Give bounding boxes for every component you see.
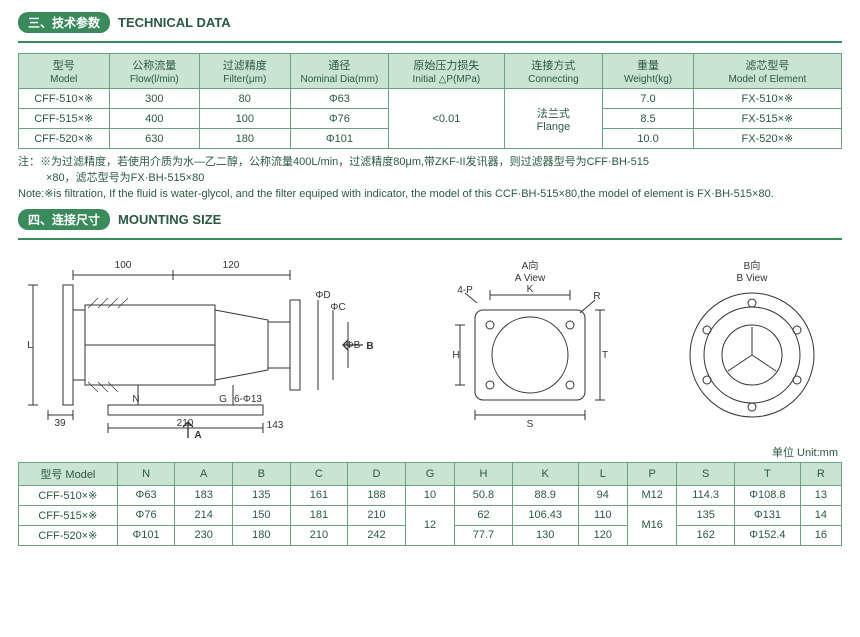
svg-text:39: 39 bbox=[54, 418, 66, 429]
note-block: 注：※为过滤精度，若使用介质为水—乙二醇，公称流量400L/min，过滤精度80… bbox=[18, 155, 842, 203]
col-filter: 过滤精度Filter(μm) bbox=[200, 54, 291, 89]
svg-text:T: T bbox=[602, 350, 608, 361]
col-dia: 通径Nominal Dia(mm) bbox=[290, 54, 389, 89]
diagram-row: 100 120 39 210 N G 6-Φ13 L 143 ΦB ΦC ΦD … bbox=[18, 250, 842, 440]
mounting-size-table: 型号 Model N A B C D G H K L P S T R CFF-5… bbox=[18, 462, 842, 546]
note-en: Note:※is filtration, If the fluid is wat… bbox=[18, 187, 842, 203]
unit-label: 单位 Unit:mm bbox=[22, 444, 838, 460]
svg-text:A View: A View bbox=[515, 273, 546, 284]
press-cell: <0.01 bbox=[389, 89, 504, 149]
svg-text:K: K bbox=[527, 284, 534, 295]
svg-text:B View: B View bbox=[737, 273, 769, 284]
table-row: CFF-510×※Φ631831351611881050.888.994M121… bbox=[19, 485, 842, 505]
svg-text:B: B bbox=[366, 341, 373, 352]
svg-text:A: A bbox=[194, 430, 201, 440]
technical-data-table: 型号Model 公称流量Flow(l/min) 过滤精度Filter(μm) 通… bbox=[18, 53, 842, 149]
note-cn-l1: 注：※为过滤精度，若使用介质为水—乙二醇，公称流量400L/min，过滤精度80… bbox=[18, 155, 842, 171]
svg-text:A向: A向 bbox=[522, 259, 539, 272]
col-press: 原始压力损失Initial △P(MPa) bbox=[389, 54, 504, 89]
svg-text:4-P: 4-P bbox=[457, 285, 473, 296]
mount-title-en: MOUNTING SIZE bbox=[118, 212, 221, 227]
tech-title-en: TECHNICAL DATA bbox=[118, 15, 231, 30]
svg-text:ΦB: ΦB bbox=[346, 340, 361, 351]
b-view-diagram: B向 B View bbox=[662, 255, 842, 435]
tech-badge: 三、技术参数 bbox=[18, 12, 110, 33]
svg-text:6-Φ13: 6-Φ13 bbox=[234, 394, 262, 405]
side-view-diagram: 100 120 39 210 N G 6-Φ13 L 143 ΦB ΦC ΦD … bbox=[18, 250, 388, 440]
mounting-header: 四、连接尺寸 MOUNTING SIZE bbox=[18, 209, 842, 230]
svg-text:H: H bbox=[452, 350, 459, 361]
col-model: 型号Model bbox=[19, 54, 110, 89]
mount-underline bbox=[18, 238, 842, 240]
table-row: CFF-515×※Φ76214150181210 12 62106.43110 … bbox=[19, 505, 842, 525]
svg-text:B向: B向 bbox=[744, 259, 761, 272]
note-cn-l2: ×80，滤芯型号为FX·BH-515×80 bbox=[18, 171, 842, 187]
tech-data-header: 三、技术参数 TECHNICAL DATA bbox=[18, 12, 842, 33]
svg-text:R: R bbox=[593, 291, 600, 302]
svg-text:100: 100 bbox=[115, 260, 132, 271]
col-weight: 重量Weight(kg) bbox=[603, 54, 694, 89]
svg-text:L: L bbox=[27, 340, 33, 351]
mount-badge: 四、连接尺寸 bbox=[18, 209, 110, 230]
col-flow: 公称流量Flow(l/min) bbox=[109, 54, 200, 89]
svg-text:ΦC: ΦC bbox=[330, 302, 345, 313]
col-conn: 连接方式Connecting bbox=[504, 54, 603, 89]
table-row: CFF-510×※ 300 80 Φ63 <0.01 法兰式Flange 7.0… bbox=[19, 89, 842, 109]
svg-text:G: G bbox=[219, 394, 227, 405]
svg-text:120: 120 bbox=[223, 260, 240, 271]
svg-text:N: N bbox=[132, 394, 139, 405]
svg-text:ΦD: ΦD bbox=[315, 290, 330, 301]
conn-cell: 法兰式Flange bbox=[504, 89, 603, 149]
a-view-diagram: A向 A View 4-P K R H T S bbox=[435, 255, 615, 435]
svg-text:143: 143 bbox=[267, 420, 284, 431]
svg-text:210: 210 bbox=[177, 418, 194, 429]
col-elem: 滤芯型号Model of Element bbox=[693, 54, 841, 89]
svg-text:S: S bbox=[527, 419, 534, 430]
col-model: 型号 Model bbox=[19, 462, 118, 485]
tech-underline bbox=[18, 41, 842, 43]
